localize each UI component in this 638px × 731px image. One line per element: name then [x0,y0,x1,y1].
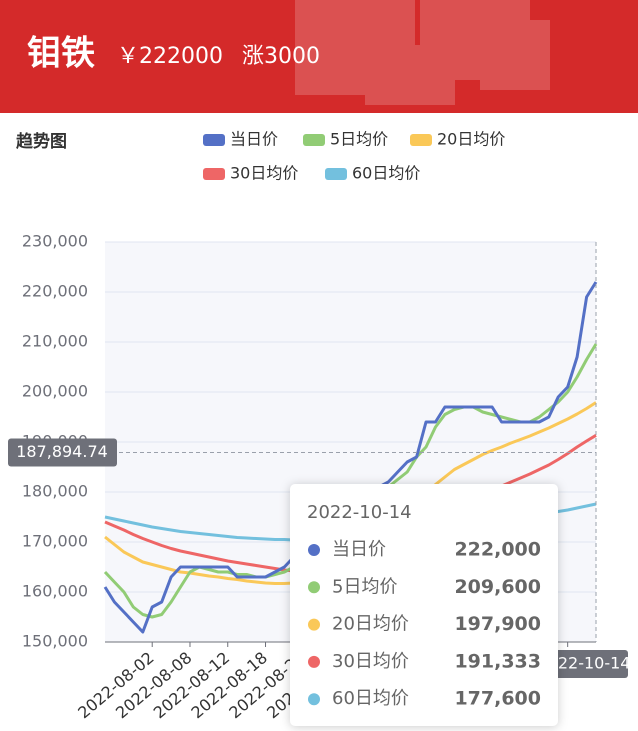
y-tick-label: 220,000 [22,282,88,301]
tooltip-name: 20日均价 [332,614,409,635]
tooltip-value: 197,900 [454,613,541,635]
x-pointer-label: 2022-10-14 [538,654,631,673]
tooltip-dot [308,544,320,556]
y-tick-label: 210,000 [22,332,88,351]
tooltip-dot [308,693,320,706]
header-change: 涨3000 [242,44,320,69]
chart-title: 趋势图 [16,131,67,152]
legend-label: 当日价 [230,130,278,149]
axis-pointer-label: 187,894.74 [16,442,108,461]
legend-swatch [203,134,225,146]
y-tick-label: 230,000 [22,232,88,251]
y-tick-label: 200,000 [22,382,88,401]
tooltip-name: 60日均价 [332,688,409,709]
legend-swatch [325,168,347,180]
y-tick-label: 170,000 [22,532,88,551]
tooltip-title: 2022-10-14 [307,502,412,523]
tooltip-dot [308,581,320,594]
header-title: 钼铁 [27,34,95,74]
legend-label: 30日均价 [230,164,298,183]
legend-swatch [410,134,432,146]
tooltip-name: 30日均价 [332,651,409,672]
x-pointer-label-box [540,650,628,678]
tooltip-value: 177,600 [454,688,541,710]
y-tick-label: 180,000 [22,482,88,501]
tooltip-value: 191,333 [454,650,541,672]
legend-label: 60日均价 [352,164,420,183]
y-tick-label: 160,000 [22,582,88,601]
tooltip-dot [308,655,320,668]
tooltip-dot [308,618,320,631]
header-decoration [295,0,550,105]
legend-label: 20日均价 [437,130,505,149]
tooltip-name: 5日均价 [332,576,397,597]
tooltip-value: 222,000 [454,539,541,561]
header-price: ￥222000 [117,44,223,69]
tooltip-value: 209,600 [454,576,541,598]
axis-pointer-label-box [8,438,117,467]
tooltip-name: 当日价 [332,539,386,560]
legend-label: 5日均价 [330,130,388,149]
header-bar [0,0,638,113]
tooltip-box [290,484,558,726]
legend-swatch [303,134,325,146]
legend-swatch [203,168,225,180]
y-tick-label: 150,000 [22,632,88,651]
